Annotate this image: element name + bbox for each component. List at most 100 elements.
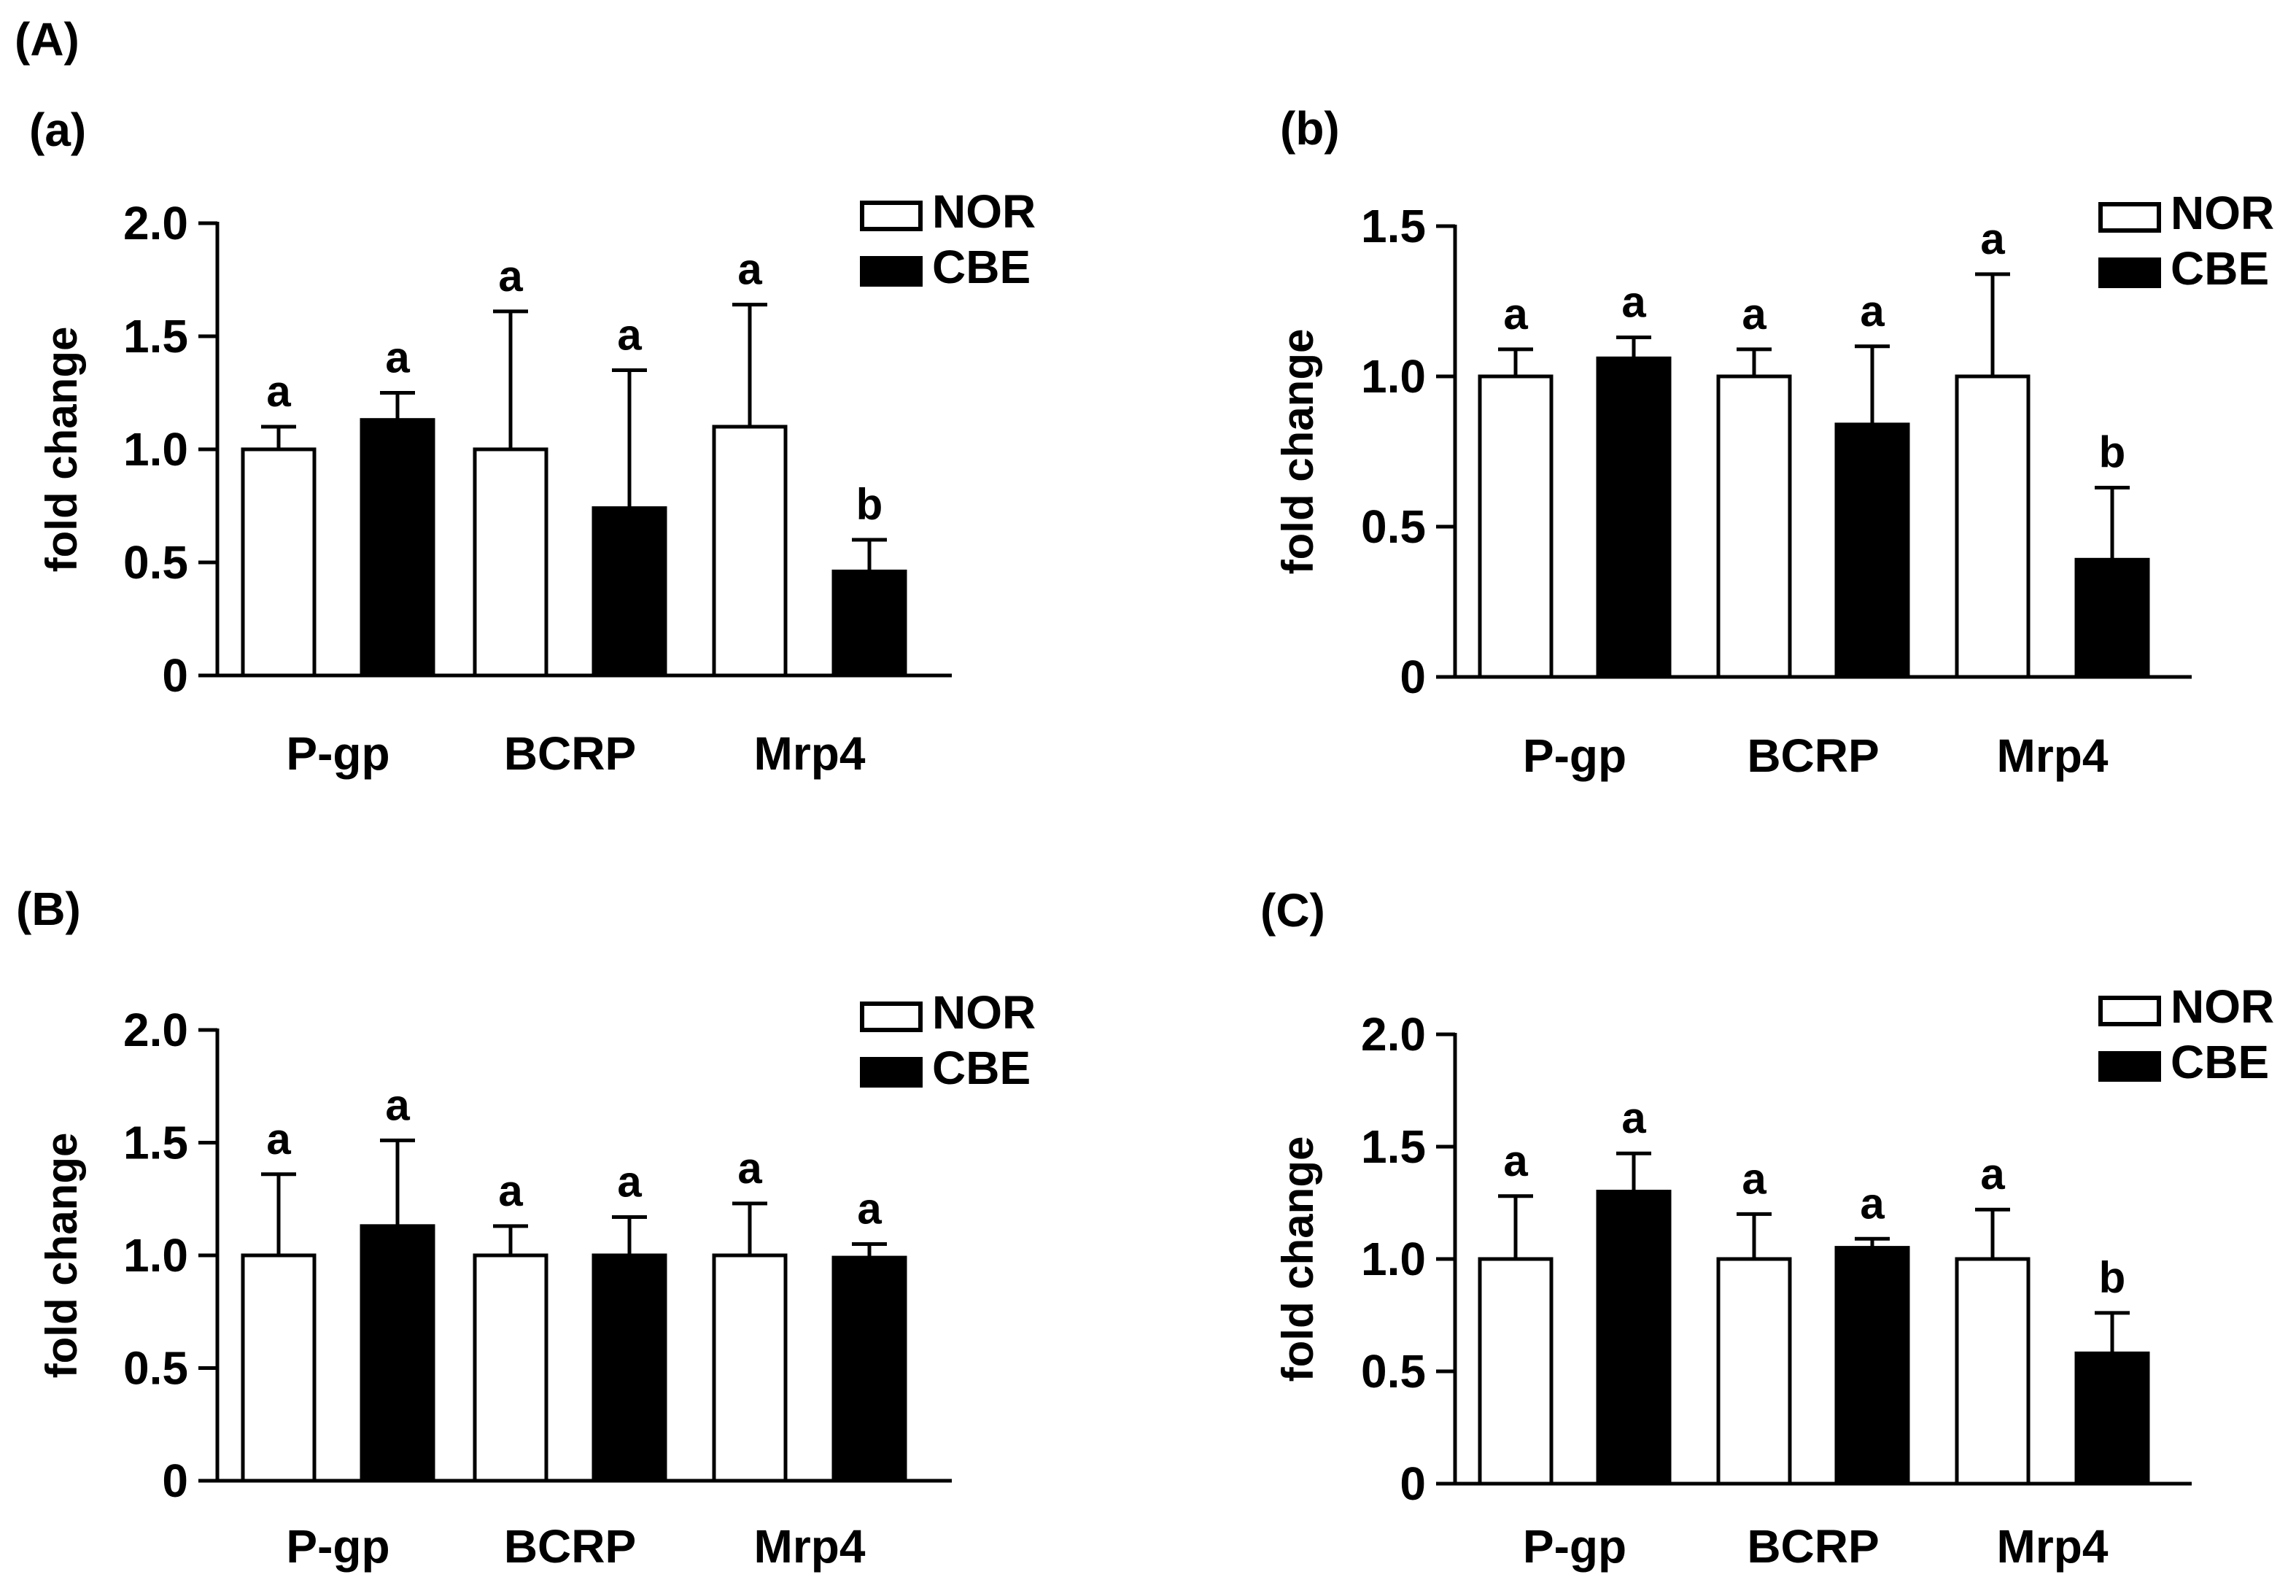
- bar-nor-mrp4: [712, 1253, 788, 1483]
- legend-swatch-nor: [2098, 202, 2161, 233]
- significance-letter: a: [1621, 1093, 1646, 1142]
- legend-swatch-cbe: [860, 1057, 923, 1088]
- bar-cbe-p-gp: [1596, 356, 1672, 679]
- y-tick-label: 1.0: [1361, 1233, 1426, 1285]
- y-axis-label: fold change: [37, 327, 86, 573]
- y-tick-label: 0.5: [1361, 1345, 1426, 1398]
- x-tick-label: Mrp4: [1997, 729, 2109, 782]
- y-tick-label: 1.5: [123, 310, 188, 363]
- legend-label: CBE: [2171, 242, 2269, 295]
- bar-nor-mrp4: [1955, 374, 2031, 679]
- y-tick-label: 1.5: [1361, 200, 1426, 252]
- legend-label: CBE: [932, 241, 1031, 293]
- significance-letter: a: [498, 1166, 523, 1215]
- bar-nor-mrp4: [712, 425, 788, 678]
- significance-letter: a: [1742, 290, 1766, 338]
- y-axis-label: fold change: [1273, 329, 1322, 575]
- significance-letter: a: [857, 1185, 882, 1233]
- bar-nor-mrp4: [1955, 1257, 2031, 1486]
- bar-cbe-bcrp: [1834, 1246, 1910, 1486]
- bar-cbe-mrp4: [831, 569, 907, 678]
- y-tick-label: 0.5: [1361, 500, 1426, 553]
- y-tick-label: 0: [162, 649, 188, 702]
- chart-panel-2: (b) 0 0.5 1.0 1.5 fold change a a P-gp a a BCRP a b Mr…: [1273, 102, 2274, 782]
- y-tick-label: 2.0: [123, 197, 188, 249]
- y-tick-label: 2.0: [123, 1004, 188, 1056]
- x-tick-label: Mrp4: [754, 727, 866, 780]
- significance-letter: a: [1742, 1154, 1766, 1203]
- bar-cbe-mrp4: [2074, 557, 2150, 679]
- y-axis-label: fold change: [1273, 1136, 1322, 1382]
- legend-swatch-nor: [2098, 996, 2161, 1026]
- legend-swatch-cbe: [2098, 257, 2161, 288]
- significance-letter: a: [498, 252, 523, 301]
- bar-nor-p-gp: [1478, 374, 1554, 679]
- significance-letter: a: [1503, 290, 1528, 338]
- x-tick-label: P-gp: [1523, 729, 1626, 782]
- panel-label: (a): [29, 104, 86, 156]
- panel-label: (C): [1260, 884, 1325, 937]
- y-tick-label: 1.0: [123, 423, 188, 476]
- legend-label: NOR: [2171, 187, 2274, 239]
- chart-panel-3: (B) 0 0.5 1.0 1.5 2.0 fold change a a P-gp a a BCRP a…: [16, 883, 1036, 1573]
- significance-letter: a: [1980, 1150, 2005, 1198]
- y-tick-label: 0.5: [123, 536, 188, 589]
- y-tick-label: 0: [162, 1454, 188, 1507]
- significance-letter: a: [1621, 277, 1646, 326]
- chart-panels: (a) 0 0.5 1.0 1.5 2.0 fold change a a P-gp a a BCRP a…: [16, 102, 2274, 1573]
- bar-cbe-bcrp: [592, 1253, 667, 1483]
- significance-letter: a: [266, 367, 291, 416]
- chart-panel-1: (a) 0 0.5 1.0 1.5 2.0 fold change a a P-gp a a BCRP a…: [29, 104, 1036, 780]
- y-tick-label: 2.0: [1361, 1008, 1426, 1061]
- x-tick-label: BCRP: [1747, 729, 1879, 782]
- bar-cbe-p-gp: [360, 418, 435, 678]
- bar-nor-p-gp: [241, 1253, 317, 1483]
- y-tick-label: 0: [1400, 651, 1426, 703]
- bar-nor-bcrp: [473, 447, 548, 678]
- bar-cbe-mrp4: [2074, 1351, 2150, 1486]
- panel-label: (b): [1280, 102, 1340, 155]
- x-tick-label: Mrp4: [1997, 1520, 2109, 1573]
- y-tick-label: 0: [1400, 1457, 1426, 1510]
- y-tick-label: 1.5: [123, 1117, 188, 1169]
- legend-swatch-nor: [860, 201, 923, 231]
- bar-nor-bcrp: [473, 1253, 548, 1483]
- bar-nor-bcrp: [1716, 1257, 1792, 1486]
- legend-label: CBE: [2171, 1036, 2269, 1088]
- legend-label: NOR: [932, 185, 1036, 238]
- significance-letter: a: [617, 1157, 642, 1206]
- y-tick-label: 1.5: [1361, 1120, 1426, 1173]
- legend-swatch-cbe: [2098, 1051, 2161, 1082]
- bar-nor-p-gp: [1478, 1257, 1554, 1486]
- significance-letter: a: [385, 1080, 410, 1129]
- bar-cbe-p-gp: [360, 1224, 435, 1483]
- bar-cbe-p-gp: [1596, 1190, 1672, 1486]
- bar-cbe-bcrp: [1834, 422, 1910, 679]
- legend-label: CBE: [932, 1042, 1031, 1094]
- significance-letter: a: [1980, 214, 2005, 263]
- significance-letter: b: [2099, 427, 2126, 476]
- y-tick-label: 1.0: [123, 1229, 188, 1282]
- chart-panel-4: (C) 0 0.5 1.0 1.5 2.0 fold change a a P-gp a a BCRP a…: [1260, 884, 2274, 1573]
- figure-label: (A): [15, 13, 79, 66]
- significance-letter: b: [2099, 1253, 2126, 1302]
- x-tick-label: Mrp4: [754, 1520, 866, 1573]
- significance-letter: a: [737, 1144, 762, 1193]
- bar-cbe-bcrp: [592, 506, 667, 678]
- legend-label: NOR: [2171, 980, 2274, 1033]
- bar-nor-p-gp: [241, 447, 317, 678]
- x-tick-label: BCRP: [1747, 1520, 1879, 1573]
- x-tick-label: BCRP: [504, 727, 636, 780]
- legend-label: NOR: [932, 986, 1036, 1039]
- bar-nor-bcrp: [1716, 374, 1792, 679]
- y-axis-label: fold change: [37, 1133, 86, 1379]
- significance-letter: a: [266, 1115, 291, 1163]
- x-tick-label: P-gp: [286, 727, 389, 780]
- x-tick-label: P-gp: [286, 1520, 389, 1573]
- significance-letter: a: [617, 311, 642, 360]
- panel-label: (B): [16, 883, 81, 935]
